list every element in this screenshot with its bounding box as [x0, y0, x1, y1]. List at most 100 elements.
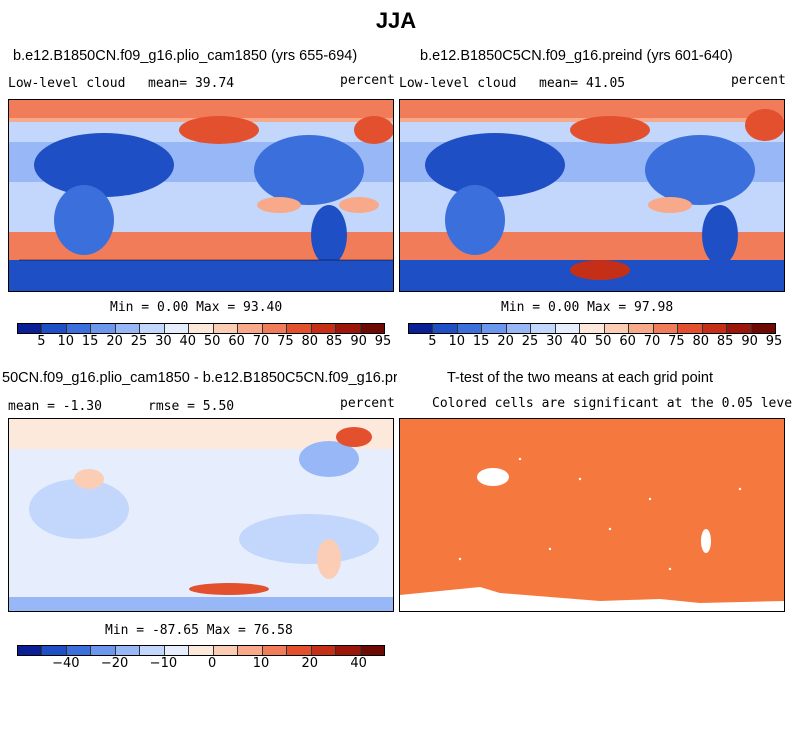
- colorbar-swatch: [678, 324, 703, 333]
- panel2-mean: mean= 41.05: [539, 76, 626, 91]
- colorbar-tick-label: 25: [521, 334, 539, 349]
- panel1-map: [8, 99, 394, 292]
- colorbar-swatch: [311, 646, 337, 655]
- colorbar-tick-label: 75: [277, 334, 294, 349]
- colorbar-swatch: [189, 646, 214, 655]
- colorbar-swatch: [262, 324, 288, 333]
- colorbar-swatch: [213, 646, 239, 655]
- panel2-units: percent: [731, 73, 786, 88]
- colorbar-tick-label: 10: [252, 656, 270, 671]
- colorbar-tick-label: 50: [203, 334, 221, 349]
- panel3-minmax: Min = -87.65 Max = 76.58: [105, 623, 293, 638]
- colorbar-tick-label: 95: [765, 334, 783, 349]
- colorbar-tick-label: −20: [100, 656, 129, 671]
- panel3-colorbar: [17, 645, 385, 656]
- colorbar-swatch: [457, 324, 483, 333]
- colorbar-swatch: [287, 324, 312, 333]
- panel3-colorbar-labels: −40 −20 −10 0 10 20 40: [17, 656, 383, 671]
- colorbar-swatch: [629, 324, 654, 333]
- colorbar-swatch: [42, 324, 67, 333]
- colorbar-swatch: [140, 646, 165, 655]
- panel2-field: [400, 100, 784, 291]
- colorbar-swatch: [18, 324, 43, 333]
- colorbar-tick-label: 25: [130, 334, 148, 349]
- panel2-colorbar: [408, 323, 776, 334]
- colorbar-swatch: [336, 324, 361, 333]
- colorbar-swatch: [91, 324, 116, 333]
- panel3-field: [9, 419, 393, 611]
- panel1-field: [9, 100, 393, 291]
- colorbar-swatch: [66, 646, 92, 655]
- colorbar-swatch: [66, 324, 92, 333]
- colorbar-swatch: [213, 324, 239, 333]
- panel4-note: Colored cells are significant at the 0.0…: [432, 396, 792, 411]
- colorbar-tick-label: 40: [179, 334, 197, 349]
- panel2-variable-label: Low-level cloud: [399, 76, 517, 91]
- colorbar-swatch: [164, 646, 190, 655]
- colorbar-swatch: [482, 324, 507, 333]
- panel2-colorbar-labels: 5 10 15 20 25 30 40 50 60 70 75 80 85 90 95: [408, 334, 782, 349]
- colorbar-swatch: [42, 646, 67, 655]
- colorbar-swatch: [727, 324, 752, 333]
- colorbar-tick-label: 15: [81, 334, 99, 349]
- panel1-units: percent: [340, 73, 395, 88]
- colorbar-swatch: [531, 324, 556, 333]
- colorbar-swatch: [115, 646, 141, 655]
- panel1-title: b.e12.B1850CN.f09_g16.plio_cam1850 (yrs …: [13, 48, 358, 64]
- colorbar-tick-label: 0: [208, 656, 217, 671]
- panel4-map: [399, 418, 785, 612]
- colorbar-tick-label: 60: [619, 334, 636, 349]
- panel1-mean: mean= 39.74: [148, 76, 235, 91]
- colorbar-tick-label: 85: [716, 334, 734, 349]
- panel4-field: [400, 419, 784, 611]
- colorbar-tick-label: 30: [155, 334, 172, 349]
- colorbar-tick-label: 85: [325, 334, 343, 349]
- panel1-colorbar: [17, 323, 385, 334]
- colorbar-swatch: [751, 324, 776, 333]
- panel3-title: 50CN.f09_g16.plio_cam1850 - b.e12.B1850C…: [2, 370, 397, 386]
- colorbar-tick-label: 70: [643, 334, 661, 349]
- colorbar-swatch: [506, 324, 532, 333]
- panel2-minmax: Min = 0.00 Max = 97.98: [501, 300, 674, 315]
- colorbar-tick-label: 75: [668, 334, 685, 349]
- panel1-minmax: Min = 0.00 Max = 93.40: [110, 300, 283, 315]
- colorbar-swatch: [140, 324, 165, 333]
- colorbar-tick-label: 40: [570, 334, 588, 349]
- colorbar-tick-label: 40: [350, 656, 367, 671]
- panel3-map: [8, 418, 394, 612]
- colorbar-swatch: [115, 324, 141, 333]
- colorbar-tick-label: 80: [301, 334, 319, 349]
- panel4-title: T-test of the two means at each grid poi…: [447, 370, 713, 386]
- colorbar-tick-label: 20: [106, 334, 123, 349]
- colorbar-swatch: [360, 646, 385, 655]
- colorbar-swatch: [604, 324, 630, 333]
- colorbar-swatch: [360, 324, 385, 333]
- colorbar-tick-label: 20: [497, 334, 514, 349]
- colorbar-tick-label: 30: [546, 334, 563, 349]
- colorbar-tick-label: 60: [228, 334, 245, 349]
- colorbar-swatch: [189, 324, 214, 333]
- panel2-title: b.e12.B1850C5CN.f09_g16.preind (yrs 601-…: [420, 48, 733, 64]
- colorbar-tick-label: 10: [57, 334, 75, 349]
- colorbar-swatch: [336, 646, 361, 655]
- figure-title: JJA: [375, 8, 417, 33]
- colorbar-tick-label: 5: [37, 334, 46, 349]
- panel3-rmse: rmse = 5.50: [148, 399, 235, 414]
- colorbar-swatch: [238, 646, 263, 655]
- colorbar-tick-label: 5: [428, 334, 437, 349]
- colorbar-tick-label: 70: [252, 334, 270, 349]
- colorbar-swatch: [164, 324, 190, 333]
- colorbar-swatch: [238, 324, 263, 333]
- colorbar-swatch: [287, 646, 312, 655]
- colorbar-tick-label: 20: [301, 656, 319, 671]
- colorbar-tick-label: −10: [149, 656, 178, 671]
- colorbar-swatch: [433, 324, 458, 333]
- colorbar-swatch: [262, 646, 288, 655]
- colorbar-tick-label: 90: [741, 334, 758, 349]
- colorbar-swatch: [580, 324, 605, 333]
- colorbar-swatch: [409, 324, 434, 333]
- panel2-map: [399, 99, 785, 292]
- panel1-colorbar-labels: 5 10 15 20 25 30 40 50 60 70 75 80 85 90 95: [17, 334, 391, 349]
- colorbar-tick-label: 95: [374, 334, 392, 349]
- colorbar-swatch: [653, 324, 679, 333]
